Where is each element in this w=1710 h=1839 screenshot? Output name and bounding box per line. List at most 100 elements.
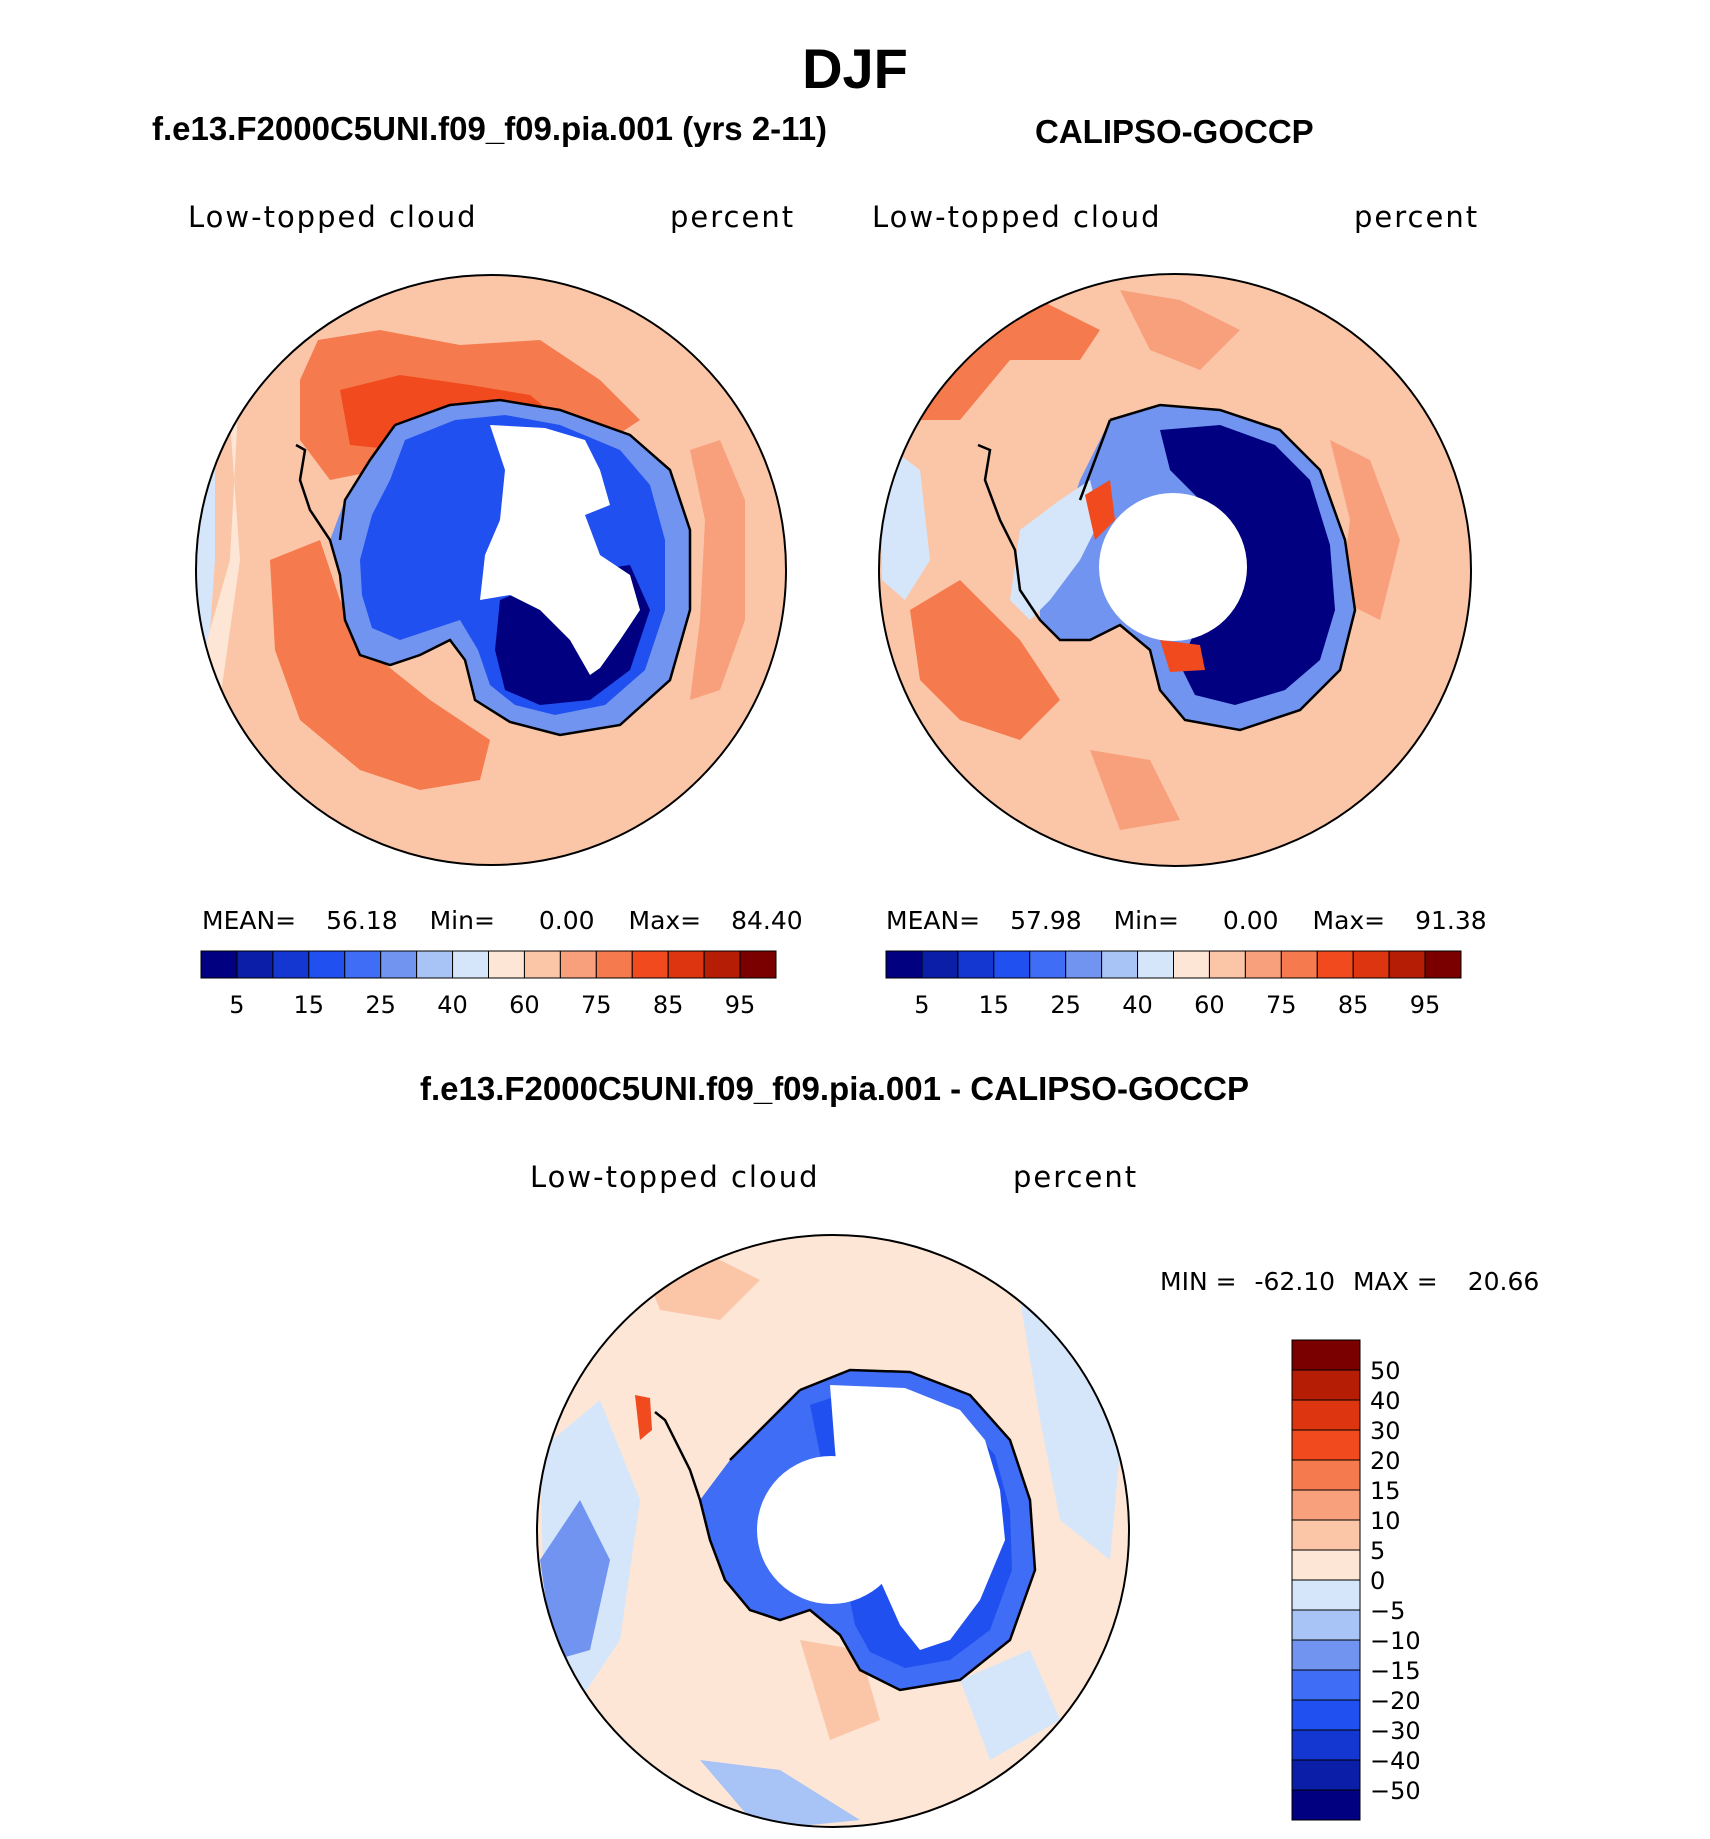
colorbar-swatch [1244, 950, 1282, 979]
colorbar-swatch [1291, 1459, 1361, 1491]
coastline [654, 1368, 1037, 1692]
light-blue-west-edge [196, 380, 215, 720]
colorbar-swatch [308, 950, 346, 979]
diff-units-label: percent [1013, 1160, 1139, 1194]
light-blue-ring [960, 1650, 1060, 1760]
colorbar-swatch [1291, 1699, 1361, 1731]
missing-data-white [830, 1385, 1005, 1650]
model-map [195, 274, 787, 866]
obs-panel-title: CALIPSO-GOCCP [1035, 113, 1314, 150]
colorbar-tick-label: 5 [1370, 1537, 1385, 1565]
light-blue-ring [1020, 1300, 1120, 1560]
min-label: MIN = [1160, 1267, 1237, 1296]
colorbar-tick-label: 75 [581, 991, 612, 1019]
colorbar-tick-label: 60 [1194, 991, 1225, 1019]
colorbar-swatch [452, 950, 489, 979]
colorbar-swatch [667, 950, 705, 979]
obs-colorbar: 5 15 25 40 60 75 85 95 [885, 950, 1462, 1019]
colorbar-swatch [344, 950, 382, 979]
colorbar-swatch [559, 950, 597, 979]
colorbar-swatch [631, 950, 669, 979]
mean-label: MEAN= [886, 906, 981, 935]
colorbar-tick-label: 85 [1338, 991, 1369, 1019]
colorbar-tick-label: 15 [294, 991, 325, 1019]
colorbar-swatch [416, 950, 454, 979]
colorbar-swatch [272, 950, 310, 979]
colorbar-swatch [1291, 1399, 1361, 1431]
colorbar-swatch [1029, 950, 1067, 979]
mean-label: MEAN= [202, 906, 297, 935]
min-value: 0.00 [1222, 906, 1279, 935]
max-label: Max= [628, 906, 702, 935]
diff-panel-title: f.e13.F2000C5UNI.f09_f09.pia.001 - CALIP… [420, 1070, 1249, 1107]
obs-stats: MEAN= 57.98 Min= 0.00 Max= 91.38 [886, 906, 1487, 935]
colorbar-tick-label: 5 [229, 991, 244, 1019]
map-border [536, 1234, 1130, 1828]
colorbar-swatch [1291, 1429, 1361, 1461]
colorbar-swatch [1316, 950, 1354, 979]
colorbar-swatch [1388, 950, 1426, 979]
colorbar-tick-label: 15 [1370, 1477, 1401, 1505]
colorbar-swatch [1352, 950, 1390, 979]
colorbar-swatch [1291, 1609, 1361, 1641]
colorbar-swatch [993, 950, 1031, 979]
light-blue-peninsula [1010, 480, 1100, 620]
colorbar-tick-label: −20 [1370, 1687, 1421, 1715]
colorbar-swatch [921, 950, 959, 979]
colorbar-swatch [1137, 950, 1174, 979]
colorbar-swatch [885, 950, 923, 979]
pole-hole [757, 1456, 905, 1604]
max-value: 84.40 [731, 906, 803, 935]
orange-patch-east [690, 440, 745, 700]
coastline [295, 398, 692, 737]
colorbar-swatch [1291, 1789, 1361, 1821]
colorbar-tick-label: 30 [1370, 1417, 1401, 1445]
colorbar-tick-label: 85 [653, 991, 684, 1019]
figure-title: DJF [802, 37, 908, 100]
colorbar-tick-label: 95 [1410, 991, 1441, 1019]
colorbar-swatch [703, 950, 741, 979]
diff-variable-label: Low-topped cloud [530, 1160, 820, 1194]
colorbar-swatch [1280, 950, 1318, 979]
colorbar-tick-label: 40 [437, 991, 468, 1019]
min-value: 0.00 [538, 906, 595, 935]
colorbar-swatch [1291, 1549, 1361, 1581]
red-patch [635, 1395, 652, 1440]
colorbar-tick-label: −50 [1370, 1777, 1421, 1805]
red-patch [1160, 640, 1205, 672]
model-panel-title: f.e13.F2000C5UNI.f09_f09.pia.001 (yrs 2-… [152, 110, 828, 147]
missing-data-white [480, 425, 640, 675]
colorbar-tick-label: 15 [979, 991, 1010, 1019]
colorbar-swatch [523, 950, 561, 979]
colorbar-swatch [1291, 1519, 1361, 1551]
colorbar-tick-label: 40 [1122, 991, 1153, 1019]
max-value: 20.66 [1467, 1267, 1540, 1296]
colorbar-tick-label: 5 [914, 991, 929, 1019]
max-label: MAX = [1353, 1267, 1438, 1296]
orange-streak [910, 580, 1060, 740]
colorbar-tick-label: 75 [1266, 991, 1297, 1019]
colorbar-swatch [595, 950, 633, 979]
min-label: Min= [429, 906, 495, 935]
colorbar-tick-label: 60 [509, 991, 540, 1019]
colorbar-swatch [380, 950, 418, 979]
colorbar-swatch [1208, 950, 1246, 979]
colorbar-tick-label: 0 [1370, 1567, 1385, 1595]
min-label: Min= [1113, 906, 1179, 935]
colorbar-swatch [200, 950, 238, 979]
model-units-label: percent [670, 200, 796, 234]
light-blue-ring [700, 1760, 860, 1827]
colorbar-swatch [1065, 950, 1103, 979]
map-border [195, 274, 787, 866]
min-value: -62.10 [1254, 1267, 1336, 1296]
colorbar-tick-label: 20 [1370, 1447, 1401, 1475]
mean-value: 56.18 [326, 906, 398, 935]
colorbar-tick-label: −30 [1370, 1717, 1421, 1745]
colorbar-tick-label: 95 [725, 991, 756, 1019]
max-value: 91.38 [1415, 906, 1487, 935]
red-patch [1085, 480, 1115, 540]
colorbar-tick-label: −40 [1370, 1747, 1421, 1775]
colorbar-swatch [1291, 1759, 1361, 1791]
